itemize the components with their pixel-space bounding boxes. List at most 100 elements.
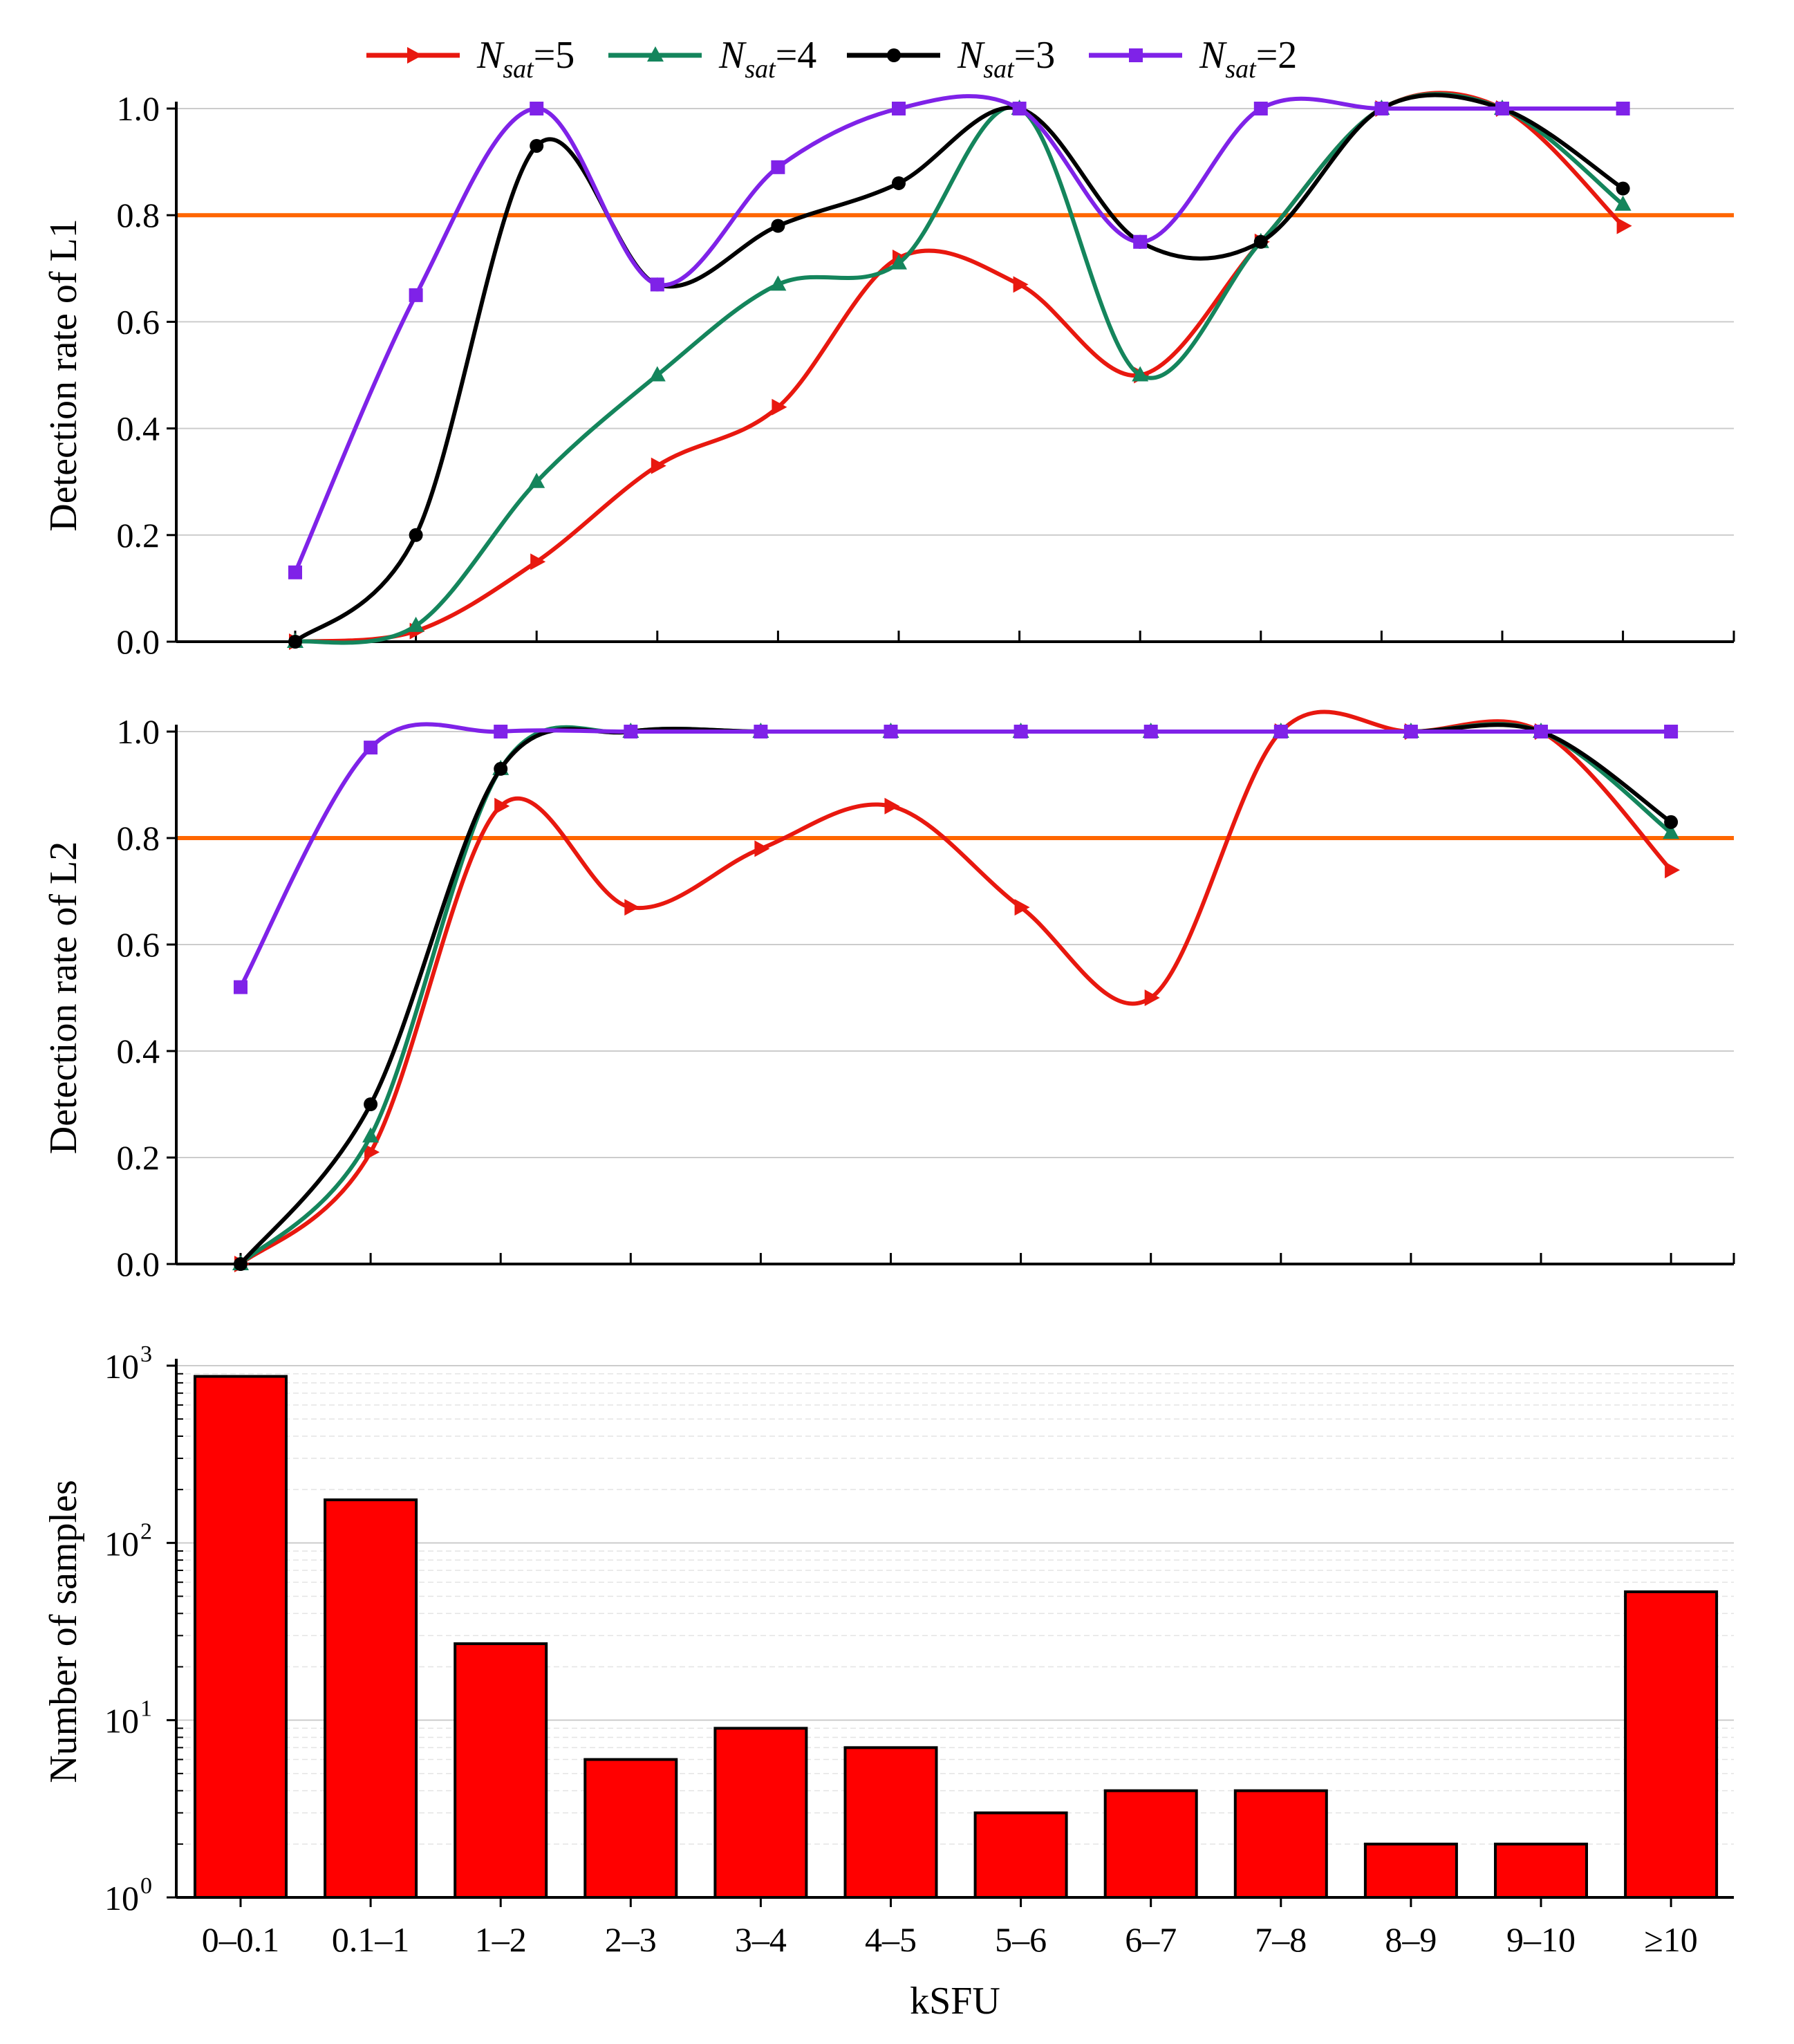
bar — [843, 1746, 938, 1899]
series-line — [239, 722, 1672, 989]
series-2 — [287, 92, 1632, 648]
legend: Nsat=5 Nsat=4 Nsat=3 Nsat=2 — [366, 34, 1297, 84]
bar — [1624, 1590, 1719, 1899]
data-point — [1132, 366, 1149, 382]
y-tick-label: 0.4 — [117, 409, 160, 448]
data-point — [288, 635, 302, 649]
data-point — [1133, 234, 1148, 249]
data-point — [362, 1127, 380, 1143]
x-tick-label: 0–0.1 — [202, 1920, 280, 1959]
data-point — [1403, 725, 1418, 738]
legend-marker-square — [1129, 48, 1143, 62]
panel-l1-detection-rate: 0.0 0.2 0.4 0.6 0.8 1.0 Detection rate of L1 — [42, 89, 1735, 661]
y-tick-label: 10 — [104, 1524, 139, 1563]
data-point — [409, 528, 423, 542]
bar — [1233, 1789, 1328, 1899]
data-point — [1664, 725, 1679, 738]
data-point — [884, 797, 900, 815]
y-tick-label: 10 — [104, 1347, 139, 1386]
legend-label: Nsat=3 — [957, 34, 1055, 84]
y-tick-label: 0.8 — [117, 196, 160, 234]
bar — [194, 1375, 288, 1899]
x-tick-label: 1–2 — [475, 1920, 527, 1959]
y-axis-title: Detection rate of L2 — [42, 842, 85, 1154]
legend-subscript: sat — [983, 55, 1015, 84]
data-point — [530, 102, 544, 115]
series-line — [239, 709, 1673, 1266]
y-tick-label: 0.0 — [117, 622, 160, 661]
data-point — [364, 741, 378, 755]
legend-item: Nsat=2 — [1089, 34, 1297, 84]
legend-subscript: sat — [503, 55, 534, 84]
data-point — [494, 761, 508, 776]
data-point — [1144, 990, 1160, 1006]
legend-symbol: N — [476, 34, 505, 77]
data-point — [892, 102, 906, 115]
legend-equals: =3 — [1014, 34, 1056, 77]
legend-symbol: N — [1199, 34, 1227, 77]
data-point — [1665, 862, 1681, 879]
bar — [324, 1498, 418, 1899]
data-point — [234, 980, 247, 994]
data-point — [1374, 102, 1389, 115]
y-tick-label: 0.4 — [117, 1032, 160, 1070]
legend-item: Nsat=3 — [847, 34, 1055, 84]
x-tick-label: 7–8 — [1255, 1920, 1307, 1959]
bar — [713, 1727, 808, 1899]
series-1 — [234, 709, 1681, 1272]
y-axis-title: Number of samples — [42, 1480, 85, 1783]
data-point — [407, 616, 424, 632]
panel-l2-detection-rate: 0.0 0.2 0.4 0.6 0.8 1.0 Detection rate of L2 — [42, 709, 1735, 1283]
data-point — [1616, 181, 1630, 196]
x-tick-label: 6–7 — [1125, 1920, 1177, 1959]
data-point — [892, 176, 906, 190]
data-point — [1013, 276, 1029, 293]
x-axis-title: kSFU — [910, 1980, 1000, 2023]
data-point — [754, 840, 770, 857]
legend-symbol: N — [957, 34, 985, 77]
legend-subscript: sat — [745, 55, 776, 84]
x-tick-label: 4–5 — [865, 1920, 917, 1959]
legend-equals: =2 — [1256, 34, 1298, 77]
legend-marker-triangle-right — [407, 47, 422, 64]
legend-equals: =4 — [776, 34, 817, 77]
y-tick-label: 1.0 — [117, 712, 160, 751]
legend-marker-circle — [887, 48, 901, 62]
bar — [973, 1811, 1068, 1899]
data-point — [884, 725, 898, 738]
legend-marker-triangle-up — [647, 46, 664, 62]
x-tick-label: 0.1–1 — [332, 1920, 410, 1959]
y-tick-label: 0.6 — [117, 925, 160, 964]
bar — [1103, 1789, 1198, 1899]
y-tick-label: 10 — [104, 1879, 139, 1917]
y-tick-exponent: 3 — [140, 1341, 152, 1367]
y-tick-exponent: 1 — [140, 1696, 152, 1722]
data-point — [890, 254, 907, 270]
series-line — [239, 723, 1672, 1265]
data-point — [1013, 725, 1028, 738]
data-point — [494, 725, 508, 738]
series-line — [295, 91, 1625, 644]
y-tick-exponent: 2 — [140, 1518, 152, 1544]
data-point — [530, 138, 544, 153]
bar — [454, 1642, 548, 1899]
data-point — [234, 1257, 247, 1271]
data-point — [648, 366, 666, 382]
x-tick-label: 8–9 — [1385, 1920, 1437, 1959]
y-tick-label: 10 — [104, 1702, 139, 1740]
data-point — [364, 1144, 380, 1161]
series-2 — [232, 722, 1680, 1270]
x-tick-label: ≥10 — [1644, 1920, 1697, 1959]
data-point — [771, 219, 785, 233]
series-3 — [234, 723, 1679, 1271]
data-point — [364, 1097, 378, 1111]
series-3 — [288, 93, 1630, 649]
y-axis-title: Detection rate of L1 — [42, 219, 85, 531]
y-tick-label: 0.2 — [117, 1138, 160, 1177]
data-point — [1253, 234, 1268, 249]
series-line — [295, 92, 1625, 645]
data-point — [409, 288, 423, 302]
data-point — [1616, 102, 1630, 115]
data-point — [1616, 217, 1632, 234]
